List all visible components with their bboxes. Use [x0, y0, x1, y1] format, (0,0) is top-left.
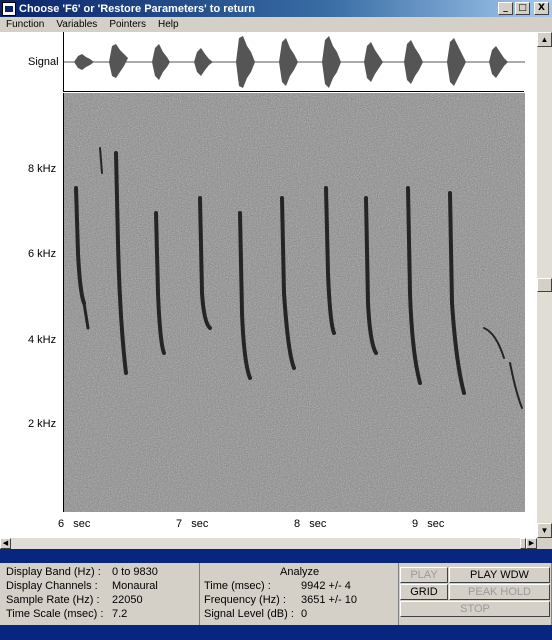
- display-settings-pane: Display Band (Hz) : 0 to 9830 Display Ch…: [0, 563, 200, 625]
- app-icon[interactable]: [2, 1, 16, 16]
- spectrogram-view[interactable]: [63, 93, 525, 512]
- grid-button[interactable]: GRID: [400, 584, 448, 600]
- time-scale-label: Time Scale (msec) :: [6, 608, 104, 620]
- stop-button[interactable]: STOP: [400, 601, 550, 617]
- analyze-title: Analyze: [280, 566, 320, 578]
- y-tick-2khz: 2 kHz: [28, 418, 57, 430]
- x-tick-num: 7: [176, 518, 183, 530]
- info-panel: Display Band (Hz) : 0 to 9830 Display Ch…: [0, 563, 552, 625]
- x-tick-6sec: 6 sec: [58, 518, 90, 530]
- signal-label: Signal: [28, 56, 59, 68]
- x-tick-7sec: 7 sec: [176, 518, 208, 530]
- display-band-value: 0 to 9830: [112, 566, 158, 578]
- x-tick-num: 8: [294, 518, 301, 530]
- playback-pane: PLAY PLAY WDW GRID PEAK HOLD STOP: [399, 563, 552, 625]
- menu-pointers[interactable]: Pointers: [109, 19, 146, 30]
- x-tick-num: 9: [412, 518, 419, 530]
- maximize-button[interactable]: □: [515, 2, 530, 15]
- peak-hold-button[interactable]: PEAK HOLD: [449, 584, 550, 600]
- menu-help[interactable]: Help: [158, 19, 179, 30]
- analyze-pane: Analyze Time (msec) : 9942 +/- 4 Frequen…: [200, 563, 399, 625]
- time-value: 9942 +/- 4: [301, 580, 351, 592]
- y-tick-6khz: 6 kHz: [28, 248, 57, 260]
- y-tick-8khz: 8 kHz: [28, 163, 57, 175]
- x-tick-unit: sec: [73, 518, 91, 530]
- minimize-button[interactable]: _: [498, 2, 513, 15]
- display-band-label: Display Band (Hz) :: [6, 566, 101, 578]
- spectrogram-svg: [64, 93, 525, 512]
- scroll-down-arrow-icon[interactable]: ▼: [537, 523, 552, 538]
- signal-level-value: 0: [301, 608, 308, 620]
- sample-rate-label: Sample Rate (Hz) :: [6, 594, 100, 606]
- x-tick-unit: sec: [191, 518, 209, 530]
- window-title: Choose 'F6' or 'Restore Parameters' to r…: [19, 2, 256, 15]
- close-button[interactable]: X: [534, 2, 549, 15]
- menu-bar: Function Variables Pointers Help: [0, 17, 552, 32]
- display-channels-label: Display Channels :: [6, 580, 98, 592]
- sample-rate-value: 22050: [112, 594, 143, 606]
- play-window-button[interactable]: PLAY WDW: [449, 567, 550, 583]
- play-button[interactable]: PLAY: [400, 567, 448, 583]
- horizontal-scroll-thumb[interactable]: [520, 538, 526, 549]
- x-tick-9sec: 9 sec: [412, 518, 444, 530]
- waveform-view[interactable]: [63, 32, 525, 92]
- scroll-up-arrow-icon[interactable]: ▲: [537, 32, 552, 47]
- vertical-scrollbar[interactable]: ▲ ▼: [537, 32, 552, 538]
- x-tick-unit: sec: [427, 518, 445, 530]
- display-channels-value: Monaural: [112, 580, 158, 592]
- menu-variables[interactable]: Variables: [56, 19, 98, 30]
- scroll-left-arrow-icon[interactable]: ◀: [0, 538, 11, 549]
- time-label: Time (msec) :: [204, 580, 271, 592]
- waveform-svg: [64, 36, 525, 88]
- y-tick-4khz: 4 kHz: [28, 334, 57, 346]
- menu-function[interactable]: Function: [6, 19, 45, 30]
- time-scale-value: 7.2: [112, 608, 128, 620]
- frequency-label: Frequency (Hz) :: [204, 594, 286, 606]
- vertical-scroll-thumb[interactable]: [537, 278, 552, 292]
- frequency-value: 3651 +/- 10: [301, 594, 357, 606]
- x-tick-num: 6: [58, 518, 65, 530]
- x-tick-unit: sec: [309, 518, 327, 530]
- horizontal-scrollbar[interactable]: ◀ ▶: [0, 538, 537, 549]
- status-divider-top: [0, 549, 552, 563]
- status-divider-bottom: [0, 625, 552, 640]
- plot-panel: Signal: [0, 32, 537, 538]
- signal-level-label: Signal Level (dB) :: [204, 608, 294, 620]
- x-tick-8sec: 8 sec: [294, 518, 326, 530]
- title-bar: Choose 'F6' or 'Restore Parameters' to r…: [0, 0, 552, 17]
- scroll-right-arrow-icon[interactable]: ▶: [526, 538, 537, 549]
